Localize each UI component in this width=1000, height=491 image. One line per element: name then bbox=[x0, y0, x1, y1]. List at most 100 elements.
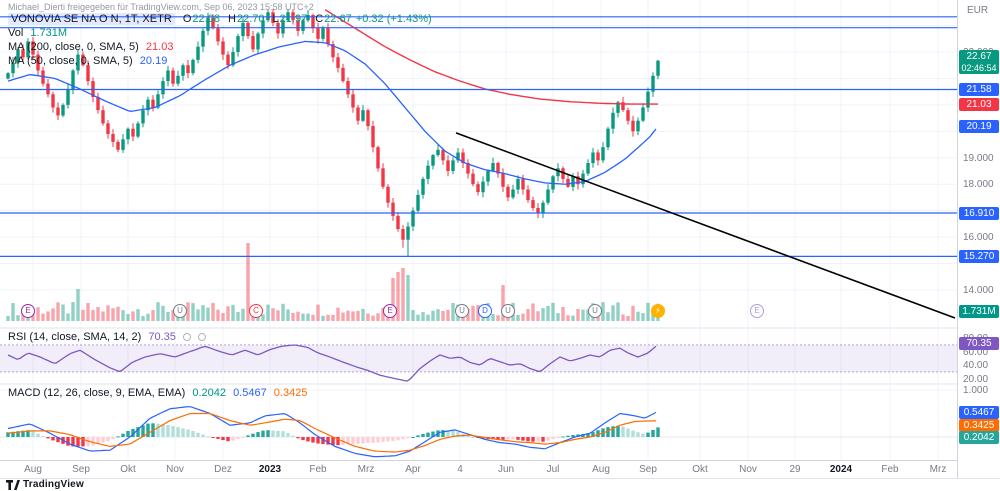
volume-bar[interactable] bbox=[286, 309, 290, 321]
macd-histogram-bar[interactable] bbox=[641, 433, 645, 437]
volume-bar[interactable] bbox=[41, 313, 45, 321]
volume-bar[interactable] bbox=[291, 312, 295, 321]
macd-histogram-bar[interactable] bbox=[181, 428, 185, 437]
macd-histogram-bar[interactable] bbox=[326, 437, 330, 445]
candle-body[interactable] bbox=[496, 163, 500, 174]
volume-bar[interactable] bbox=[501, 285, 505, 321]
time-tick-label[interactable]: Jul bbox=[546, 464, 560, 475]
volume-bar[interactable] bbox=[396, 272, 400, 321]
macd-histogram-bar[interactable] bbox=[86, 437, 90, 447]
macd-histogram-bar[interactable] bbox=[316, 437, 320, 444]
volume-bar[interactable] bbox=[436, 309, 440, 321]
candle-body[interactable] bbox=[226, 54, 230, 66]
volume-bar[interactable] bbox=[356, 310, 360, 321]
level-badge[interactable]: 16.910 bbox=[959, 207, 999, 220]
candle-body[interactable] bbox=[201, 30, 205, 47]
macd-histogram-bar[interactable] bbox=[366, 437, 370, 444]
candle-body[interactable] bbox=[21, 49, 25, 58]
ma50-line[interactable] bbox=[7, 40, 657, 185]
macd-histogram-bar[interactable] bbox=[616, 425, 620, 437]
candle-body[interactable] bbox=[306, 15, 310, 21]
candle-body[interactable] bbox=[531, 200, 535, 208]
macd-histogram-bar[interactable] bbox=[271, 430, 275, 438]
candle-body[interactable] bbox=[486, 171, 490, 182]
macd-histogram-bar[interactable] bbox=[396, 437, 400, 441]
volume-bar[interactable] bbox=[571, 315, 575, 321]
event-marker[interactable]: D bbox=[478, 304, 492, 318]
candle-body[interactable] bbox=[391, 202, 395, 216]
rsi-settings-icon[interactable] bbox=[182, 333, 191, 342]
candle-body[interactable] bbox=[356, 107, 360, 121]
volume-bar[interactable] bbox=[636, 311, 640, 321]
volume-bar[interactable] bbox=[11, 303, 15, 321]
volume-bar[interactable] bbox=[326, 314, 330, 321]
candle-body[interactable] bbox=[131, 128, 135, 137]
candle-body[interactable] bbox=[186, 65, 190, 74]
ma200-line[interactable] bbox=[324, 9, 658, 105]
macd-histogram-bar[interactable] bbox=[196, 432, 200, 437]
candle-body[interactable] bbox=[501, 173, 505, 187]
macd-histogram-bar[interactable] bbox=[356, 437, 360, 444]
macd-histogram-bar[interactable] bbox=[136, 427, 140, 437]
candle-body[interactable] bbox=[616, 102, 620, 113]
macd-histogram-bar[interactable] bbox=[156, 423, 160, 437]
macd-histogram-bar[interactable] bbox=[256, 432, 260, 437]
ma200-legend-row[interactable]: MA (200, close, 0, SMA, 5) 21.03 bbox=[8, 41, 432, 54]
candle-body[interactable] bbox=[646, 91, 650, 108]
candle-body[interactable] bbox=[631, 120, 635, 132]
candle-body[interactable] bbox=[366, 110, 370, 127]
macd-histogram-bar[interactable] bbox=[46, 437, 50, 439]
macd-histogram-bar[interactable] bbox=[171, 426, 175, 437]
volume-bar[interactable] bbox=[6, 316, 10, 321]
volume-bar[interactable] bbox=[76, 289, 80, 321]
macd-histogram-bar[interactable] bbox=[286, 433, 290, 437]
candle-body[interactable] bbox=[636, 120, 640, 132]
volume-bar[interactable] bbox=[381, 307, 385, 321]
candle-body[interactable] bbox=[191, 59, 195, 74]
candle-body[interactable] bbox=[171, 70, 175, 84]
event-marker[interactable]: U bbox=[455, 304, 469, 318]
macd-histogram-bar[interactable] bbox=[431, 431, 435, 438]
candle-body[interactable] bbox=[481, 181, 485, 193]
volume-bar[interactable] bbox=[111, 308, 115, 321]
volume-bar[interactable] bbox=[276, 310, 280, 321]
candle-body[interactable] bbox=[561, 168, 565, 179]
candle-body[interactable] bbox=[326, 28, 330, 45]
candle-body[interactable] bbox=[81, 54, 85, 66]
volume-bar[interactable] bbox=[401, 268, 405, 321]
time-tick-label[interactable]: 29 bbox=[789, 464, 801, 475]
volume-bar[interactable] bbox=[451, 303, 455, 321]
macd-histogram-bar[interactable] bbox=[401, 437, 405, 440]
time-tick-label[interactable]: 2024 bbox=[829, 464, 853, 475]
volume-bar[interactable] bbox=[146, 313, 150, 321]
volume-bar[interactable] bbox=[351, 311, 355, 321]
candle-body[interactable] bbox=[546, 189, 550, 203]
volume-bar[interactable] bbox=[616, 302, 620, 321]
volume-bar[interactable] bbox=[281, 303, 285, 321]
volume-bar[interactable] bbox=[231, 304, 235, 321]
volume-bar[interactable] bbox=[516, 314, 520, 321]
volume-bar[interactable] bbox=[541, 308, 545, 321]
macd-histogram-bar[interactable] bbox=[501, 437, 505, 440]
rsi-more-icon[interactable] bbox=[198, 333, 206, 342]
candle-body[interactable] bbox=[511, 189, 515, 198]
volume-bar[interactable] bbox=[521, 313, 525, 321]
volume-bar[interactable] bbox=[606, 312, 610, 321]
macd-histogram-bar[interactable] bbox=[561, 436, 565, 438]
candle-body[interactable] bbox=[321, 28, 325, 39]
tradingview-brand[interactable]: TradingView bbox=[23, 479, 84, 490]
macd-histogram-bar[interactable] bbox=[566, 435, 570, 437]
macd-histogram-bar[interactable] bbox=[41, 436, 45, 438]
volume-bar[interactable] bbox=[156, 302, 160, 321]
candle-body[interactable] bbox=[386, 186, 390, 203]
candle-body[interactable] bbox=[301, 20, 305, 31]
volume-badge[interactable]: 1.731M bbox=[959, 305, 999, 318]
volume-bar[interactable] bbox=[91, 309, 95, 321]
time-tick-label[interactable]: Aug bbox=[592, 464, 610, 475]
volume-bar[interactable] bbox=[131, 311, 135, 321]
candle-body[interactable] bbox=[346, 81, 350, 95]
volume-bar[interactable] bbox=[191, 303, 195, 321]
volume-bar[interactable] bbox=[391, 278, 395, 321]
volume-bar[interactable] bbox=[621, 314, 625, 322]
candle-body[interactable] bbox=[296, 20, 300, 31]
